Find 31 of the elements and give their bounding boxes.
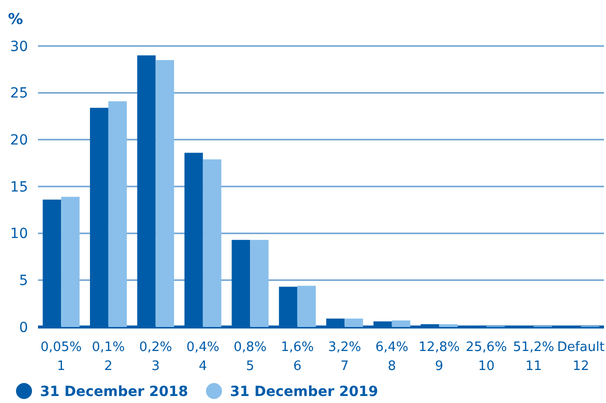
y-tick-label: 15 xyxy=(10,179,28,196)
x-tick-label: 0,2% 3 xyxy=(139,340,172,374)
y-tick-label: 0 xyxy=(19,320,28,336)
legend-label: 31 December 2019 xyxy=(230,384,378,400)
x-tick-label: 0,8% 5 xyxy=(234,340,267,374)
y-tick-label: 30 xyxy=(10,38,28,55)
x-tick-label: 51,2% 11 xyxy=(512,340,554,374)
bar xyxy=(108,101,127,327)
y-tick-label: 5 xyxy=(19,273,28,290)
x-tick-label: 6,4% 8 xyxy=(375,340,408,374)
x-tick-label: 0,05% 1 xyxy=(40,340,82,374)
x-tick-label: 12,8% 9 xyxy=(418,340,460,374)
y-tick-label: 20 xyxy=(10,132,28,149)
bar xyxy=(156,60,174,327)
y-tick-label: 10 xyxy=(10,226,28,242)
x-tick-label: 3,2% 7 xyxy=(328,340,362,374)
bar xyxy=(392,320,410,327)
legend-label: 31 December 2018 xyxy=(40,384,188,400)
y-axis-title: % xyxy=(8,10,24,28)
bar xyxy=(297,286,316,327)
bar xyxy=(202,159,222,327)
y-tick-label: 25 xyxy=(10,86,28,102)
bar xyxy=(250,240,269,327)
bar xyxy=(344,318,364,327)
bar xyxy=(439,324,458,327)
x-tick-label: Default 12 xyxy=(557,340,605,374)
x-tick-label: 0,1% 2 xyxy=(92,340,125,374)
x-tick-label: 1,6% 6 xyxy=(280,340,314,374)
bar xyxy=(61,196,80,327)
x-tick-label: 0,4% 4 xyxy=(186,340,220,374)
x-tick-label: 25,6% 10 xyxy=(466,340,508,374)
